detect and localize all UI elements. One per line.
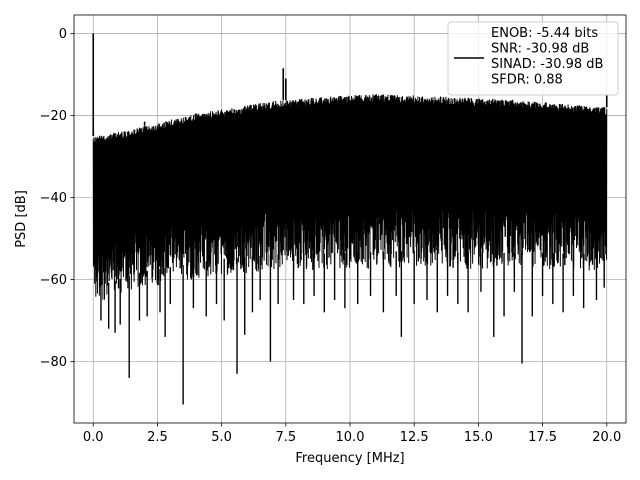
x-tick-label-1: 2.5 [147, 430, 168, 445]
y-tick-label-1: −20 [40, 109, 67, 124]
x-tick-label-5: 12.5 [400, 430, 429, 445]
legend: ENOB: -5.44 bits SNR: -30.98 dB SINAD: -30… [447, 21, 619, 96]
x-tick-label-0: 0.0 [83, 430, 104, 445]
y-axis-label: PSD [dB] [14, 190, 29, 248]
legend-box [447, 21, 619, 96]
y-axis: 0 −20 −40 −60 −80 [40, 27, 74, 370]
x-tick-label-8: 20.0 [592, 430, 621, 445]
legend-line-0: ENOB: -5.44 bits [491, 26, 598, 41]
x-tick-label-3: 7.5 [275, 430, 296, 445]
y-tick-label-3: −60 [40, 273, 67, 288]
x-tick-label-2: 5.0 [211, 430, 232, 445]
y-tick-label-4: −80 [40, 355, 67, 370]
legend-line-3: SFDR: 0.88 [491, 73, 563, 88]
legend-line-1: SNR: -30.98 dB [491, 42, 589, 57]
psd-series-line [92, 94, 608, 301]
x-axis-label: Frequency [MHz] [295, 451, 404, 466]
series-layer [92, 33, 608, 405]
x-tick-label-4: 10.0 [336, 430, 365, 445]
x-axis: 0.0 2.5 5.0 7.5 10.0 12.5 15.0 17.5 20.0 [83, 423, 621, 445]
x-tick-label-7: 17.5 [528, 430, 557, 445]
legend-line-2: SINAD: -30.98 dB [491, 57, 603, 72]
y-tick-label-2: −40 [40, 191, 67, 206]
x-tick-label-6: 15.0 [464, 430, 493, 445]
legend-series-label: ENOB: -5.44 bits SNR: -30.98 dB SINAD: -30… [491, 26, 603, 88]
y-tick-label-0: 0 [59, 27, 67, 42]
